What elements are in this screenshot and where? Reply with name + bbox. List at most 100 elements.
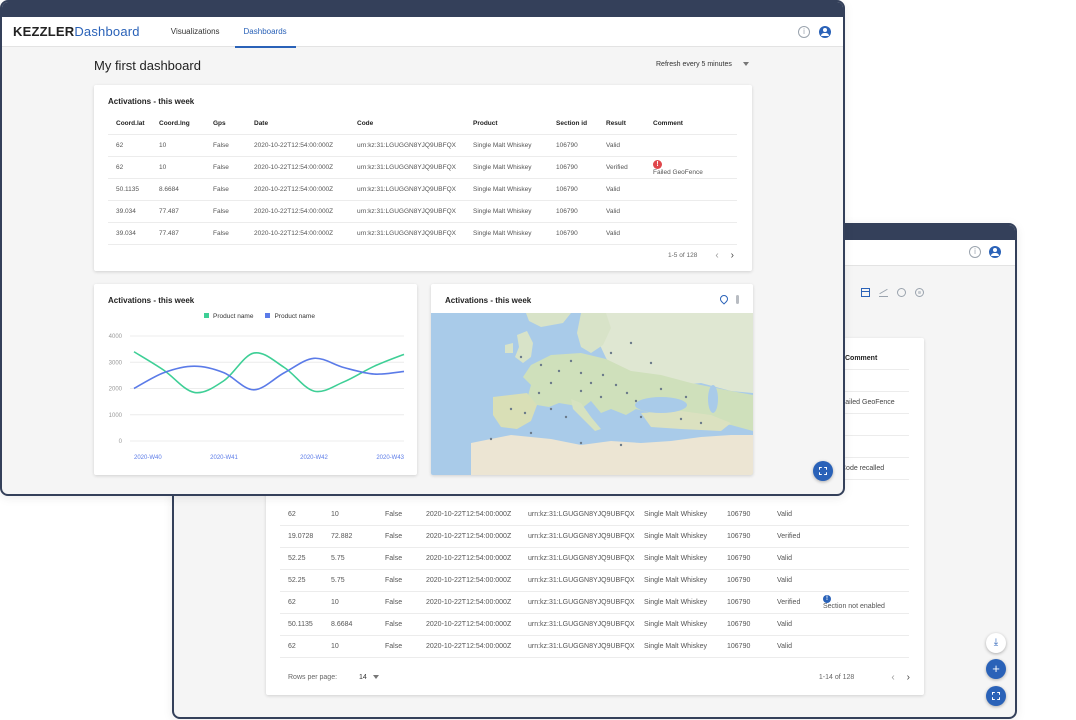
chevron-right-icon[interactable]: ›: [730, 250, 734, 261]
table-cell: 2020-10-22T12:54:00:000Z: [254, 142, 334, 149]
table-cell: 2020-10-22T12:54:00:000Z: [426, 621, 512, 628]
table-icon[interactable]: [861, 288, 870, 297]
table-cell: False: [385, 533, 403, 540]
comment-cell: Failed GeoFence: [841, 392, 909, 414]
table-row[interactable]: 19.0728 72.882 False 2020-10-22T12:54:00:00…: [280, 526, 909, 548]
pie-chart-icon[interactable]: [897, 288, 906, 297]
table-row[interactable]: 50.1135 8.6684 False 2020-10-22T12:54:00:00…: [280, 614, 909, 636]
table-row[interactable]: 62 10 False 2020-10-22T12:54:00:000Z urn:kz:…: [280, 592, 909, 614]
chevron-right-icon[interactable]: ›: [906, 672, 910, 683]
globe-icon[interactable]: [915, 288, 924, 297]
info-icon[interactable]: i: [798, 26, 810, 38]
line-chart-icon[interactable]: [879, 288, 888, 297]
table-row[interactable]: 39.034 77.487 False 2020-10-22T12:54:00:000…: [108, 201, 737, 223]
nav-tab-dashboards[interactable]: Dashboards: [234, 17, 296, 48]
table-cell: False: [385, 599, 403, 606]
table-row[interactable]: 50.1135 8.6684 False 2020-10-22T12:54:00:00…: [108, 179, 737, 201]
column-header[interactable]: Section id: [556, 120, 588, 127]
table-cell: 72.882: [331, 533, 353, 540]
table-cell: 2020-10-22T12:54:00:000Z: [426, 511, 512, 518]
map-pin-icon[interactable]: [718, 293, 730, 305]
rows-per-page-label: Rows per page:: [288, 674, 338, 681]
table-row[interactable]: 39.034 77.487 False 2020-10-22T12:54:00:000…: [108, 223, 737, 245]
card-title: Activations - this week: [108, 97, 195, 106]
account-icon[interactable]: [989, 246, 1001, 258]
table-cell: Single Malt Whiskey: [644, 511, 708, 518]
table-cell: 50.1135: [116, 186, 140, 193]
add-button[interactable]: +: [986, 659, 1006, 679]
dashboard-window-front: KEZZLERDashboard Visualizations Dashboar…: [0, 0, 845, 496]
table-cell: urn:kz:31:LGUGGN8YJQ9UBFQX: [357, 186, 456, 193]
account-icon[interactable]: [819, 26, 831, 38]
table-cell: 106790: [727, 577, 751, 584]
table-cell: Valid: [777, 577, 793, 584]
table-row[interactable]: 62 10 False 2020-10-22T12:54:00:000Z urn:kz:…: [280, 636, 909, 658]
column-header[interactable]: Coord.lat: [116, 120, 145, 127]
y-tick-label: 1000: [109, 413, 123, 419]
table-cell: 8.6684: [159, 186, 179, 193]
table-cell: False: [213, 230, 229, 237]
column-header[interactable]: Product: [473, 120, 498, 127]
table-cell: False: [213, 164, 229, 171]
info-icon[interactable]: i: [969, 246, 981, 258]
x-tick-label: 2020-W41: [210, 455, 238, 461]
table-cell: urn:kz:31:LGUGGN8YJQ9UBFQX: [528, 621, 635, 628]
chevron-left-icon[interactable]: ‹: [891, 672, 895, 683]
table-cell: 10: [331, 643, 339, 650]
y-tick-label: 3000: [109, 360, 123, 366]
refresh-select[interactable]: Refresh every 5 minutes: [656, 61, 749, 68]
column-header[interactable]: Date: [254, 120, 269, 127]
line-chart: 0 1000 2000 3000 4000 2020-W40 2020-W41 2020-W4…: [109, 334, 405, 461]
chevron-down-icon: [742, 62, 749, 67]
series-line-1[interactable]: [133, 351, 405, 394]
table-cell: Single Malt Whiskey: [644, 555, 708, 562]
table-row[interactable]: 52.25 5.75 False 2020-10-22T12:54:00:000Z ur…: [280, 570, 909, 592]
legend-item[interactable]: Product name: [204, 313, 253, 320]
table-cell: Single Malt Whiskey: [644, 621, 708, 628]
column-header[interactable]: Gps: [213, 120, 226, 127]
table-cell: False: [385, 555, 403, 562]
column-header[interactable]: Code: [357, 120, 374, 127]
table-row[interactable]: 62 10 False 2020-10-22T12:54:00:000Z urn:kz:…: [108, 135, 737, 157]
table-cell: ! Section not enabled: [823, 595, 885, 610]
column-header[interactable]: Comment: [653, 120, 683, 127]
table-row[interactable]: 62 10 False 2020-10-22T12:54:00:000Z urn:kz:…: [108, 157, 737, 179]
table-row[interactable]: 52.25 5.75 False 2020-10-22T12:54:00:000Z ur…: [280, 548, 909, 570]
europe-map[interactable]: [431, 313, 753, 475]
table-cell: 2020-10-22T12:54:00:000Z: [254, 164, 334, 171]
download-button[interactable]: ⤓: [986, 633, 1006, 653]
table-cell: 2020-10-22T12:54:00:000Z: [254, 230, 334, 237]
chevron-left-icon[interactable]: ‹: [715, 250, 719, 261]
map-marker: [539, 363, 543, 367]
map-marker: [649, 361, 653, 365]
table-cell: 10: [331, 599, 339, 606]
chart-legend: Product name Product name: [204, 313, 315, 320]
table-row[interactable]: 62 10 False 2020-10-22T12:54:00:000Z urn:kz:…: [280, 504, 909, 526]
map-land-uk: [505, 331, 533, 363]
table-cell: urn:kz:31:LGUGGN8YJQ9UBFQX: [528, 599, 635, 606]
nav-tab-visualizations[interactable]: Visualizations: [170, 26, 220, 36]
column-header[interactable]: Result: [606, 120, 626, 127]
table-cell: 19.0728: [288, 533, 314, 540]
table-cell: 106790: [556, 164, 578, 171]
visualization-toolbar: [861, 288, 924, 297]
map-land-scandinavia: [526, 313, 611, 353]
map-marker: [679, 417, 683, 421]
fullscreen-button[interactable]: [813, 461, 833, 481]
card-title: Activations - this week: [108, 296, 195, 305]
table-cell: 52.25: [288, 577, 306, 584]
column-header[interactable]: Coord.lng: [159, 120, 190, 127]
series-line-2[interactable]: [133, 357, 405, 391]
table-cell: 106790: [727, 599, 751, 606]
heatmap-icon[interactable]: [736, 295, 739, 304]
map-marker: [564, 415, 568, 419]
table-cell: 62: [116, 164, 124, 171]
table-cell: 77.487: [159, 230, 179, 237]
brand-logo[interactable]: KEZZLERDashboard: [13, 24, 140, 39]
rows-per-page-select[interactable]: 14: [359, 674, 379, 681]
table-cell: Verified: [606, 164, 628, 171]
fullscreen-button[interactable]: [986, 686, 1006, 706]
legend-item[interactable]: Product name: [265, 313, 315, 320]
info-icon: !: [823, 595, 831, 603]
table-cell: False: [213, 142, 229, 149]
